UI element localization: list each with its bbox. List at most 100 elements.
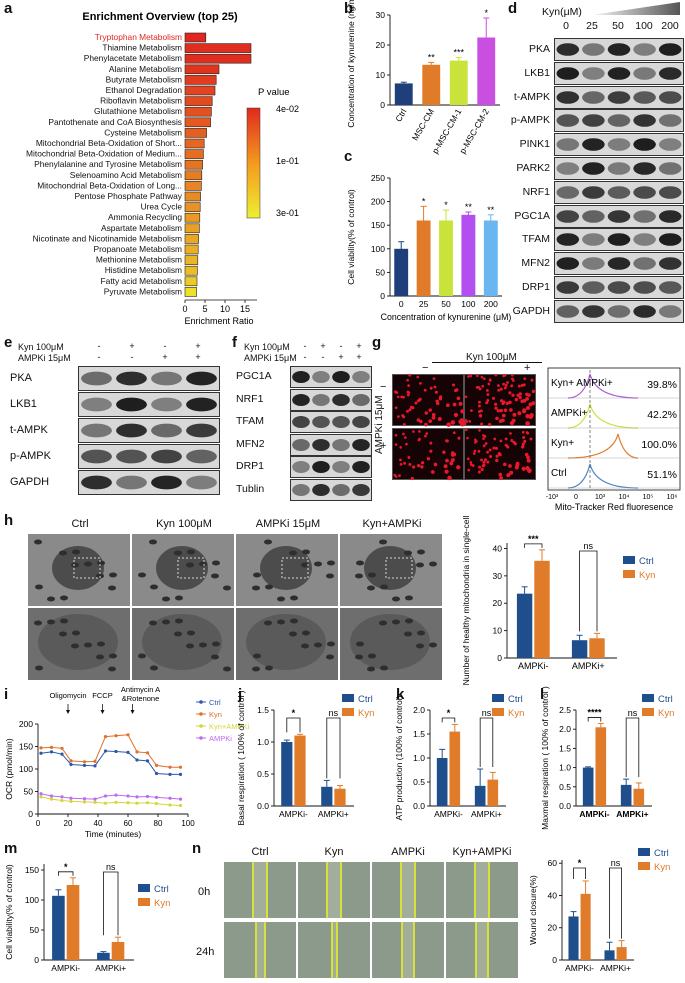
- a-x-tick-label: 0: [182, 304, 187, 314]
- fluor-dot: [445, 403, 450, 408]
- fluor-dot: [482, 460, 486, 464]
- i-point: [178, 803, 183, 808]
- tem-mitochondrion: [84, 561, 92, 567]
- blot-band-image: [555, 134, 683, 156]
- chart-k-legend-label: Ctrl: [508, 694, 523, 705]
- f-sign-kyn: -: [339, 341, 343, 351]
- panel-label-j: j: [238, 686, 243, 703]
- blot-band: [582, 281, 605, 294]
- i-point: [168, 772, 172, 776]
- fluor-dot: [482, 437, 485, 440]
- d-blot-strip: [554, 228, 684, 252]
- blot-band: [556, 281, 580, 294]
- k-y-tick-label: 1.0: [413, 753, 425, 763]
- b-bar: [449, 60, 468, 105]
- chart-m-sig-bracket: [103, 871, 119, 936]
- tem-mitochondrion: [404, 550, 412, 556]
- tem-mitochondrion: [380, 665, 388, 671]
- fluor-dot: [486, 398, 490, 402]
- fluor-dot: [429, 386, 433, 390]
- i-point: [69, 762, 73, 767]
- f-sign-kyn: +: [320, 341, 326, 351]
- chart-l-legend-swatch: [642, 708, 654, 716]
- f-blot-strip: [290, 388, 372, 411]
- i-point: [69, 796, 73, 800]
- h-tem-images: [28, 534, 448, 682]
- fluor-dot: [483, 377, 486, 381]
- fluor-dot: [508, 464, 512, 468]
- fluor-dot: [522, 383, 526, 387]
- d-blot-strip: [554, 299, 684, 323]
- n-y-label: Wound closure(%): [528, 875, 538, 945]
- tem-mitochondrion: [416, 562, 424, 568]
- c-x-tick-label: 100: [461, 299, 475, 309]
- panel-label-e: e: [4, 334, 13, 351]
- blot-band: [607, 90, 631, 104]
- blot-band: [556, 233, 580, 247]
- fluor-dot: [452, 383, 456, 387]
- tem-mitochondrion: [149, 539, 157, 545]
- a-legend-tick: 3e-01: [276, 208, 299, 218]
- i-y-tick-label: 0: [28, 809, 33, 819]
- tem-mitochondrion: [367, 585, 375, 591]
- fluor-dot: [398, 474, 401, 478]
- tem-texture: [355, 539, 437, 602]
- i-point: [154, 771, 159, 776]
- blot-band-image: [79, 419, 219, 442]
- i-point: [178, 772, 183, 776]
- fluor-dot: [526, 458, 531, 463]
- fluor-dot: [472, 452, 476, 455]
- chart-k-sig-bracket: [479, 717, 494, 768]
- a-bar: [184, 181, 202, 191]
- g-minus: −: [422, 362, 429, 374]
- fluor-dot: [399, 458, 402, 462]
- tem-texture: [246, 614, 335, 672]
- blot-band: [556, 257, 580, 270]
- tem-mitochondrion: [301, 643, 309, 649]
- blot-band: [633, 90, 656, 104]
- f-protein-label: Tublin: [236, 482, 265, 495]
- i-point: [103, 801, 108, 805]
- fluor-dot: [469, 374, 473, 378]
- a-bar: [184, 287, 197, 297]
- a-bar: [184, 96, 213, 106]
- e-sign-kyn: +: [195, 341, 201, 351]
- i-point: [178, 765, 183, 769]
- blot-band: [556, 209, 580, 223]
- fluor-dot: [496, 409, 500, 413]
- fluor-dot: [477, 449, 481, 453]
- g-x-tick-label: 10⁶: [667, 494, 678, 501]
- c-y-tick-label: 50: [376, 267, 386, 277]
- fluor-dot: [489, 454, 493, 459]
- fluor-dot: [460, 409, 465, 414]
- c-bar: [416, 220, 431, 296]
- d-protein-label: TFAM: [522, 233, 550, 246]
- tem-texture: [34, 614, 118, 672]
- tem-mitochondrion: [379, 620, 387, 626]
- n-y-tick-label: 0: [552, 955, 557, 965]
- fluor-dot: [495, 454, 499, 458]
- i-point: [93, 797, 97, 801]
- chart-k-legend-label: Kyn: [508, 708, 524, 719]
- chart-l-legend-swatch: [642, 694, 654, 702]
- chart-n-wound-closure: 0 20 40 60 Wound closure(%) AMPKi- AMPKi+ * ns Ct…: [528, 848, 670, 973]
- blot-band: [582, 304, 605, 318]
- e-blot-strip: [78, 392, 220, 417]
- blot-band: [633, 304, 656, 318]
- e-sign-grid: - + - + - - + +: [84, 341, 224, 365]
- i-legend-label: AMPKi: [209, 734, 232, 743]
- fluor-dot: [407, 384, 410, 387]
- fluor-dot: [439, 395, 443, 399]
- fluor-dot: [480, 458, 483, 462]
- fluor-dot: [528, 402, 533, 407]
- blot-band: [658, 90, 682, 104]
- fluor-dot: [512, 412, 517, 417]
- fluor-dot: [417, 399, 421, 403]
- chart-h-sig-bracket: [524, 543, 543, 548]
- fluor-dot: [486, 460, 490, 464]
- tem-mitochondrion: [290, 595, 298, 601]
- fluor-dot: [406, 378, 409, 382]
- fluor-dot: [502, 374, 505, 378]
- tem-mitochondrion: [199, 642, 207, 648]
- g-histogram-curve: [567, 463, 639, 489]
